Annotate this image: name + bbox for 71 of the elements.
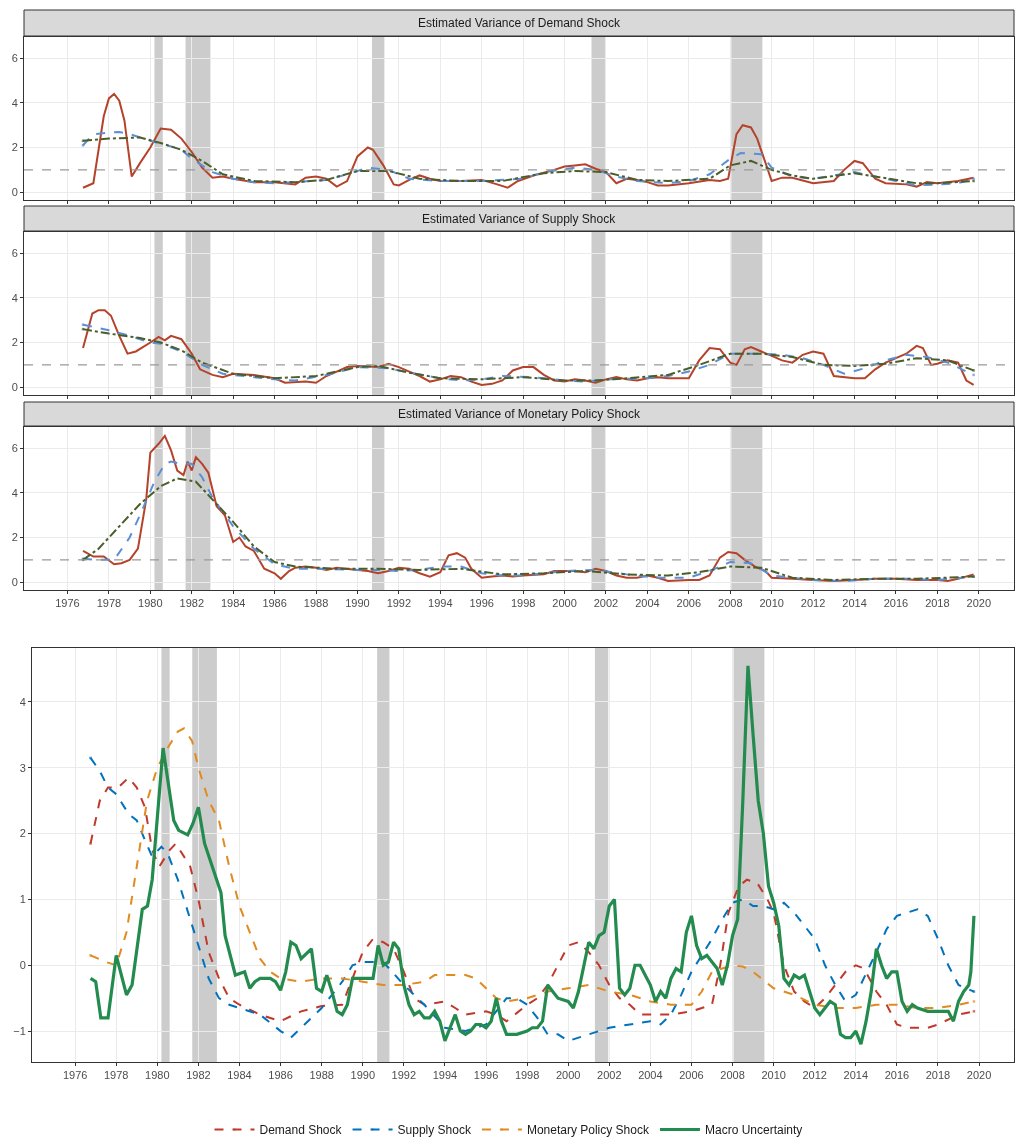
x-tick-label: 1982 — [186, 1069, 211, 1082]
x-tick-label: 1978 — [96, 597, 122, 610]
y-tick-label: 2 — [11, 531, 18, 544]
x-tick-label: 2020 — [966, 597, 992, 610]
x-tick-label: 1988 — [309, 1069, 334, 1082]
x-tick-label: 1984 — [227, 1069, 252, 1082]
legend-label: Demand Shock — [259, 1123, 343, 1138]
x-tick-label: 1980 — [145, 1069, 170, 1082]
y-tick-label: 4 — [11, 486, 18, 499]
x-tick-label: 2018 — [925, 597, 950, 610]
x-tick-label: 2006 — [676, 597, 702, 610]
chart-title: Estimated Variance of Monetary Policy Shock — [398, 407, 641, 421]
x-tick-label: 2000 — [555, 1069, 581, 1082]
x-tick-label: 2004 — [635, 597, 660, 610]
y-tick-label: 2 — [19, 827, 26, 840]
y-tick-label: −1 — [13, 1024, 26, 1037]
y-tick-label: 0 — [11, 186, 18, 199]
y-tick-label: 4 — [11, 96, 18, 109]
y-tick-label: 3 — [19, 761, 26, 774]
x-tick-label: 1992 — [391, 1069, 417, 1082]
x-tick-label: 1984 — [220, 597, 246, 610]
y-tick-label: 4 — [19, 695, 26, 708]
chart-title: Estimated Variance of Supply Shock — [422, 212, 617, 226]
x-tick-label: 2004 — [638, 1069, 663, 1082]
y-tick-label: 6 — [11, 52, 18, 65]
x-tick-label: 1994 — [432, 1069, 458, 1082]
x-tick-label: 2000 — [552, 597, 577, 610]
x-tick-label: 2016 — [883, 597, 909, 610]
y-tick-label: 4 — [11, 291, 18, 304]
x-tick-label: 2010 — [759, 597, 784, 610]
x-tick-label: 1982 — [179, 597, 204, 610]
x-tick-label: 2006 — [679, 1069, 704, 1082]
y-tick-label: 6 — [11, 247, 18, 260]
x-tick-label: 1990 — [350, 1069, 375, 1082]
legend-label: Supply Shock — [397, 1123, 472, 1138]
x-tick-label: 1976 — [55, 597, 80, 610]
y-tick-label: 0 — [11, 576, 18, 589]
x-tick-label: 2002 — [597, 1069, 622, 1082]
x-tick-label: 2012 — [800, 597, 826, 610]
x-tick-label: 2008 — [718, 597, 743, 610]
x-tick-label: 2008 — [720, 1069, 745, 1082]
x-tick-label: 1998 — [510, 597, 536, 610]
x-tick-label: 2012 — [802, 1069, 827, 1082]
y-tick-label: 0 — [11, 381, 18, 394]
y-tick-label: 0 — [19, 959, 26, 972]
x-tick-label: 2016 — [884, 1069, 910, 1082]
x-tick-label: 1996 — [469, 597, 494, 610]
x-tick-label: 1994 — [428, 597, 453, 610]
legend-label: Macro Uncertainty — [704, 1123, 803, 1138]
x-tick-label: 2020 — [966, 1069, 992, 1082]
y-tick-label: 6 — [11, 442, 18, 455]
y-tick-label: 2 — [11, 336, 18, 349]
x-tick-label: 2014 — [843, 1069, 869, 1082]
legend-label: Monetary Policy Shock — [526, 1123, 650, 1138]
y-tick-label: 1 — [19, 893, 26, 906]
x-tick-label: 1986 — [262, 597, 287, 610]
x-tick-label: 1980 — [138, 597, 163, 610]
chart-title: Estimated Variance of Demand Shock — [418, 16, 621, 30]
x-tick-label: 1990 — [345, 597, 370, 610]
x-tick-label: 1986 — [268, 1069, 293, 1082]
x-tick-label: 1998 — [514, 1069, 540, 1082]
x-tick-label: 2018 — [925, 1069, 951, 1082]
x-tick-label: 1988 — [303, 597, 329, 610]
x-tick-label: 1996 — [473, 1069, 499, 1082]
x-tick-label: 2010 — [761, 1069, 786, 1082]
x-tick-label: 1992 — [386, 597, 412, 610]
y-tick-label: 2 — [11, 141, 18, 154]
x-tick-label: 2002 — [593, 597, 619, 610]
x-tick-label: 1978 — [103, 1069, 129, 1082]
x-tick-label: 2014 — [842, 597, 867, 610]
x-tick-label: 1976 — [62, 1069, 88, 1082]
